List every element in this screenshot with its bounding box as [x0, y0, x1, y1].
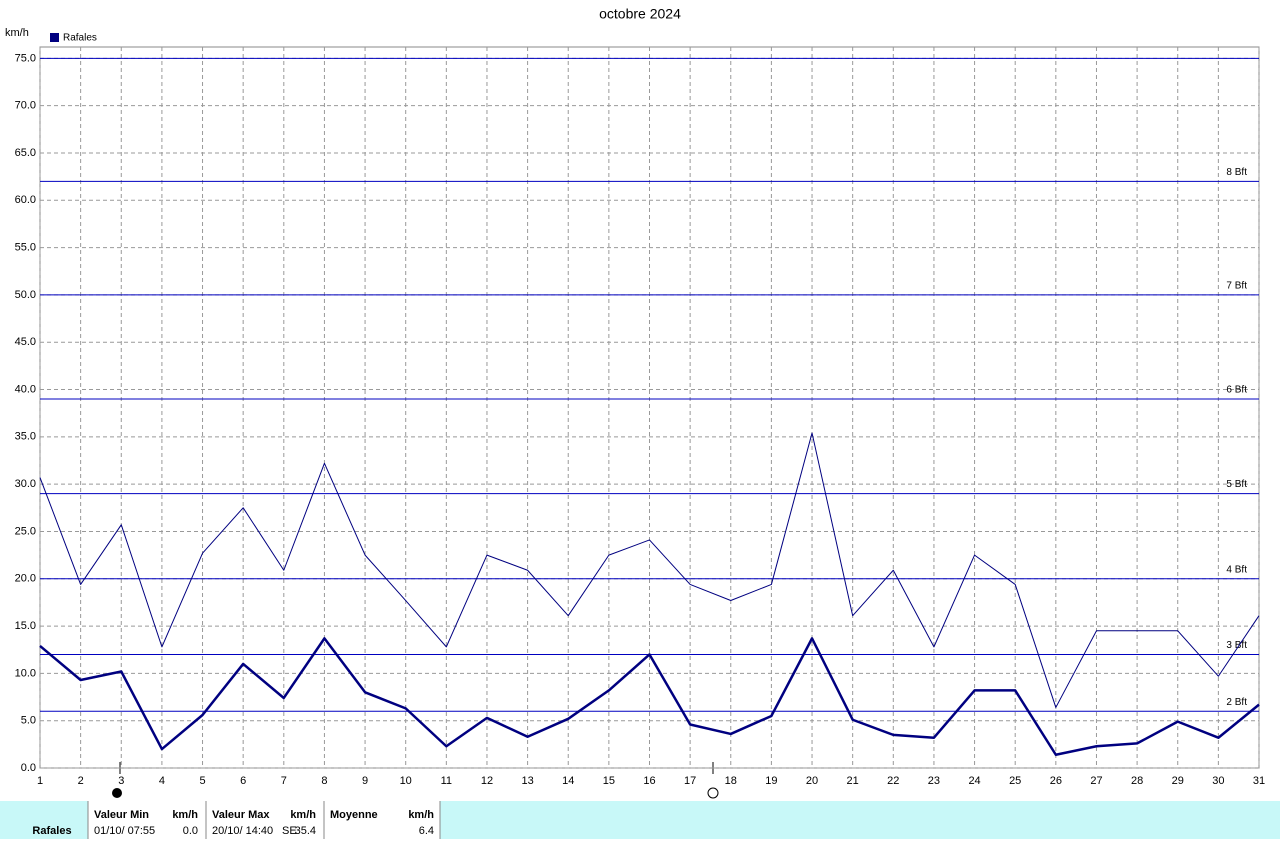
- summary-cells: [88, 801, 440, 839]
- y-tick-label: 35.0: [15, 431, 36, 443]
- reference-label: 5 Bft: [1226, 479, 1247, 490]
- x-tick-label: 2: [78, 775, 84, 787]
- x-tick-label: 13: [521, 775, 533, 787]
- y-tick-label: 65.0: [15, 147, 36, 159]
- series-line: [39, 432, 1260, 708]
- x-tick-label: 22: [887, 775, 899, 787]
- x-tick-label: 27: [1090, 775, 1102, 787]
- y-tick-label: 50.0: [15, 289, 36, 301]
- x-tick-label: 24: [968, 775, 980, 787]
- cell-value: 0.0: [183, 825, 198, 837]
- y-tick-label: 40.0: [15, 383, 36, 395]
- col-header: Moyenne: [330, 809, 378, 821]
- y-tick-label: 5.0: [21, 715, 36, 727]
- legend-label: Rafales: [63, 33, 97, 44]
- legend-swatch: [50, 33, 59, 42]
- y-tick-label: 15.0: [15, 620, 36, 632]
- col-unit: km/h: [290, 809, 316, 821]
- x-tick-label: 10: [400, 775, 412, 787]
- x-tick-label: 20: [806, 775, 818, 787]
- cell-date: 01/10/ 07:55: [94, 825, 155, 837]
- reference-label: 7 Bft: [1226, 281, 1247, 292]
- y-tick-label: 30.0: [15, 478, 36, 490]
- col-unit: km/h: [408, 809, 434, 821]
- row-label: Rafales: [32, 825, 71, 837]
- cell-value: 6.4: [419, 825, 434, 837]
- cell-date: 20/10/ 14:40: [212, 825, 273, 837]
- y-tick-label: 20.0: [15, 573, 36, 585]
- x-tick-label: 11: [441, 775, 452, 787]
- x-tick-label: 6: [240, 775, 246, 787]
- x-tick-label: 5: [199, 775, 205, 787]
- y-tick-label: 0.0: [21, 762, 36, 774]
- x-tick-label: 19: [765, 775, 777, 787]
- y-tick-label: 60.0: [15, 194, 36, 206]
- reference-label: 3 Bft: [1226, 640, 1247, 651]
- y-tick-label: 45.0: [15, 336, 36, 348]
- x-tick-label: 7: [281, 775, 287, 787]
- x-tick-label: 16: [643, 775, 655, 787]
- x-tick-label: 8: [321, 775, 327, 787]
- reference-label: 8 Bft: [1226, 167, 1247, 178]
- y-tick-label: 75.0: [15, 52, 36, 64]
- new-moon-icon: [112, 788, 122, 798]
- x-tick-label: 18: [725, 775, 737, 787]
- x-tick-label: 28: [1131, 775, 1143, 787]
- series-line: [39, 637, 1260, 757]
- x-tick-label: 9: [362, 775, 368, 787]
- x-tick-label: 21: [847, 775, 859, 787]
- x-tick-label: 31: [1253, 775, 1265, 787]
- cell-direction: SE: [282, 825, 297, 837]
- x-tick-label: 14: [562, 775, 574, 787]
- x-tick-label: 15: [603, 775, 615, 787]
- x-tick-label: 29: [1172, 775, 1184, 787]
- x-tick-label: 25: [1009, 775, 1021, 787]
- x-tick-label: 1: [37, 775, 43, 787]
- reference-label: 4 Bft: [1226, 564, 1247, 575]
- x-tick-label: 23: [928, 775, 940, 787]
- x-tick-label: 4: [159, 775, 165, 787]
- y-tick-label: 55.0: [15, 241, 36, 253]
- reference-label: 2 Bft: [1226, 697, 1247, 708]
- x-tick-label: 3: [118, 775, 124, 787]
- x-tick-label: 12: [481, 775, 493, 787]
- cell-value: 35.4: [295, 825, 316, 837]
- chart-title: octobre 2024: [599, 6, 681, 22]
- y-tick-label: 70.0: [15, 100, 36, 112]
- x-tick-label: 17: [684, 775, 696, 787]
- y-unit: km/h: [5, 27, 29, 39]
- full-moon-icon: [707, 787, 719, 799]
- y-tick-label: 25.0: [15, 525, 36, 537]
- col-header: Valeur Max: [212, 809, 270, 821]
- col-header: Valeur Min: [94, 809, 149, 821]
- y-tick-label: 10.0: [15, 667, 36, 679]
- x-tick-label: 30: [1212, 775, 1224, 787]
- x-tick-label: 26: [1050, 775, 1062, 787]
- reference-label: 6 Bft: [1226, 385, 1247, 396]
- col-unit: km/h: [172, 809, 198, 821]
